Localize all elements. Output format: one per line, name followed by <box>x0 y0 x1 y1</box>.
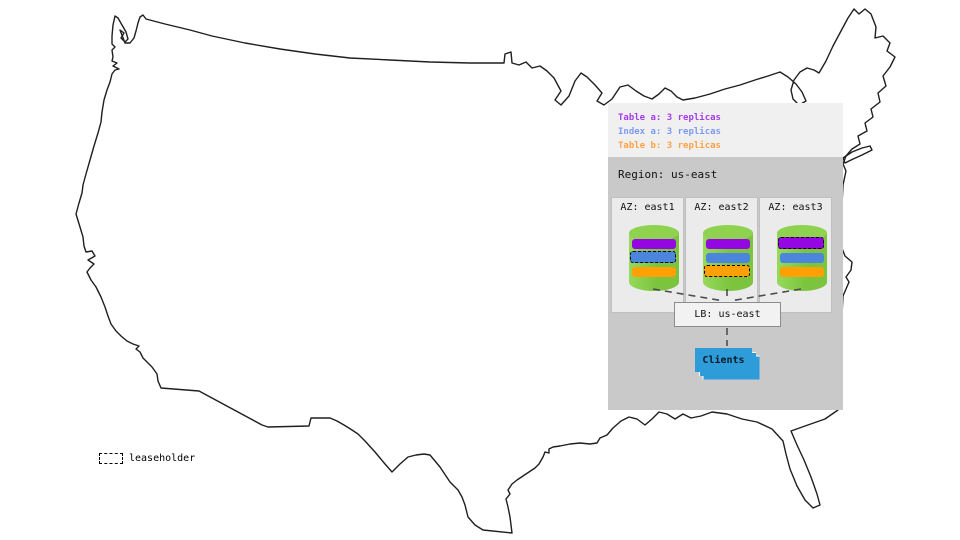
replica-bar-table-b <box>780 267 824 277</box>
az-east3-label: AZ: east3 <box>768 202 823 213</box>
database-cylinder-icon <box>777 225 827 291</box>
replica-bar-index-a-leaseholder <box>630 251 676 263</box>
leaseholder-dashed-swatch-icon <box>99 452 123 464</box>
az-box-east1: AZ: east1 <box>611 197 684 313</box>
leaseholder-legend: leaseholder <box>99 451 195 465</box>
replica-bar-table-b <box>632 267 676 277</box>
replica-bar-table-b-leaseholder <box>704 265 750 277</box>
az-east1-label: AZ: east1 <box>620 202 675 213</box>
replica-bar-index-a <box>706 253 750 263</box>
legend-line-table-b: Table b: 3 replicas <box>618 141 721 151</box>
cylinder-top <box>703 225 753 241</box>
replica-bar-table-a <box>706 239 750 249</box>
region-title: Region: us-east <box>618 168 718 181</box>
az-box-east2: AZ: east2 <box>685 197 758 313</box>
cylinder-top <box>629 225 679 241</box>
replica-legend: Table a: 3 replicas Index a: 3 replicas … <box>608 103 843 157</box>
clients-stack: Clients <box>695 348 760 380</box>
legend-line-index-a: Index a: 3 replicas <box>618 127 721 137</box>
legend-line-table-a: Table a: 3 replicas <box>618 113 721 123</box>
az-box-east3: AZ: east3 <box>759 197 832 313</box>
clients-box: Clients <box>695 348 752 372</box>
replica-bar-index-a <box>780 253 824 263</box>
replica-bar-table-a <box>632 239 676 249</box>
az-east2-label: AZ: east2 <box>694 202 749 213</box>
load-balancer-box: LB: us-east <box>674 302 781 327</box>
database-cylinder-icon <box>703 225 753 291</box>
database-cylinder-icon <box>629 225 679 291</box>
leaseholder-legend-label: leaseholder <box>129 452 196 464</box>
replica-bar-table-a-leaseholder <box>778 237 824 249</box>
long-island-outline <box>842 145 873 164</box>
